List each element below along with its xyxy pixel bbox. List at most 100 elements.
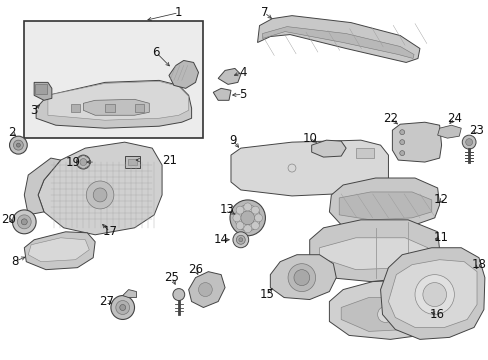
Polygon shape bbox=[24, 232, 95, 270]
Polygon shape bbox=[311, 140, 346, 157]
Text: 2: 2 bbox=[8, 126, 15, 139]
Text: 5: 5 bbox=[239, 88, 246, 101]
Circle shape bbox=[240, 211, 254, 225]
Circle shape bbox=[86, 181, 114, 209]
Text: 12: 12 bbox=[433, 193, 448, 206]
Polygon shape bbox=[309, 220, 439, 282]
Circle shape bbox=[21, 219, 27, 225]
Text: 19: 19 bbox=[66, 156, 81, 168]
Text: 8: 8 bbox=[11, 255, 18, 268]
Text: 4: 4 bbox=[239, 66, 246, 79]
Circle shape bbox=[399, 130, 404, 135]
Circle shape bbox=[232, 232, 248, 248]
Bar bbox=[134, 104, 144, 112]
Polygon shape bbox=[38, 142, 162, 235]
Circle shape bbox=[9, 136, 27, 154]
Circle shape bbox=[244, 225, 251, 233]
Circle shape bbox=[229, 200, 265, 236]
Text: 14: 14 bbox=[213, 233, 228, 246]
Circle shape bbox=[465, 139, 471, 146]
Polygon shape bbox=[339, 192, 431, 220]
Polygon shape bbox=[48, 81, 188, 120]
Text: 9: 9 bbox=[229, 134, 236, 147]
Text: 13: 13 bbox=[219, 203, 234, 216]
Circle shape bbox=[116, 301, 129, 315]
Circle shape bbox=[120, 305, 125, 310]
Circle shape bbox=[173, 289, 184, 301]
Text: 7: 7 bbox=[260, 6, 267, 19]
Bar bbox=[124, 156, 140, 168]
Circle shape bbox=[80, 159, 86, 166]
Polygon shape bbox=[230, 140, 387, 196]
Polygon shape bbox=[257, 15, 419, 62]
Circle shape bbox=[111, 296, 134, 319]
Polygon shape bbox=[387, 260, 476, 328]
Circle shape bbox=[461, 135, 475, 149]
Polygon shape bbox=[122, 289, 136, 298]
Polygon shape bbox=[262, 27, 413, 58]
Polygon shape bbox=[270, 255, 336, 300]
Circle shape bbox=[13, 210, 36, 234]
Circle shape bbox=[236, 206, 244, 214]
Polygon shape bbox=[213, 88, 230, 100]
Circle shape bbox=[414, 275, 453, 315]
Text: 18: 18 bbox=[470, 258, 486, 271]
Polygon shape bbox=[329, 280, 447, 339]
Circle shape bbox=[17, 143, 20, 147]
Text: 23: 23 bbox=[468, 124, 484, 137]
Circle shape bbox=[14, 140, 23, 150]
Text: 21: 21 bbox=[162, 154, 177, 167]
Circle shape bbox=[399, 140, 404, 145]
Circle shape bbox=[18, 215, 31, 229]
Bar bbox=[70, 104, 80, 112]
Circle shape bbox=[234, 205, 260, 231]
Polygon shape bbox=[319, 238, 427, 270]
Circle shape bbox=[238, 238, 242, 242]
Circle shape bbox=[198, 283, 212, 297]
Text: 24: 24 bbox=[446, 112, 461, 125]
Circle shape bbox=[287, 264, 315, 292]
Circle shape bbox=[93, 188, 107, 202]
Polygon shape bbox=[169, 60, 198, 88]
Circle shape bbox=[293, 270, 309, 285]
Polygon shape bbox=[437, 125, 460, 138]
Circle shape bbox=[251, 222, 259, 230]
Text: 6: 6 bbox=[152, 46, 160, 59]
Text: 3: 3 bbox=[30, 104, 38, 117]
Circle shape bbox=[76, 155, 90, 169]
Circle shape bbox=[422, 283, 446, 306]
Bar bbox=[35, 84, 47, 94]
Polygon shape bbox=[391, 122, 441, 162]
Polygon shape bbox=[34, 82, 52, 100]
Text: 1: 1 bbox=[175, 6, 182, 19]
Bar bbox=[105, 104, 115, 112]
Circle shape bbox=[236, 222, 244, 230]
Circle shape bbox=[377, 306, 392, 323]
Text: 27: 27 bbox=[99, 295, 114, 308]
Polygon shape bbox=[24, 158, 61, 215]
Polygon shape bbox=[380, 248, 484, 339]
Text: 22: 22 bbox=[382, 112, 397, 125]
Polygon shape bbox=[83, 99, 149, 115]
Text: 20: 20 bbox=[1, 213, 16, 226]
Circle shape bbox=[244, 203, 251, 211]
Bar bbox=[24, 21, 203, 138]
Polygon shape bbox=[218, 68, 240, 84]
Text: 15: 15 bbox=[260, 288, 274, 301]
Text: 17: 17 bbox=[102, 225, 117, 238]
Polygon shape bbox=[188, 272, 224, 307]
Circle shape bbox=[399, 150, 404, 156]
Polygon shape bbox=[36, 80, 191, 128]
Polygon shape bbox=[341, 298, 434, 332]
Polygon shape bbox=[329, 178, 439, 228]
Text: 11: 11 bbox=[433, 231, 448, 244]
Circle shape bbox=[254, 214, 262, 222]
Circle shape bbox=[232, 214, 240, 222]
Text: 25: 25 bbox=[164, 271, 179, 284]
Polygon shape bbox=[28, 238, 89, 262]
Text: 26: 26 bbox=[188, 263, 203, 276]
Circle shape bbox=[236, 235, 245, 244]
Text: 16: 16 bbox=[429, 308, 444, 321]
Bar bbox=[127, 159, 137, 165]
Text: 10: 10 bbox=[302, 132, 317, 145]
